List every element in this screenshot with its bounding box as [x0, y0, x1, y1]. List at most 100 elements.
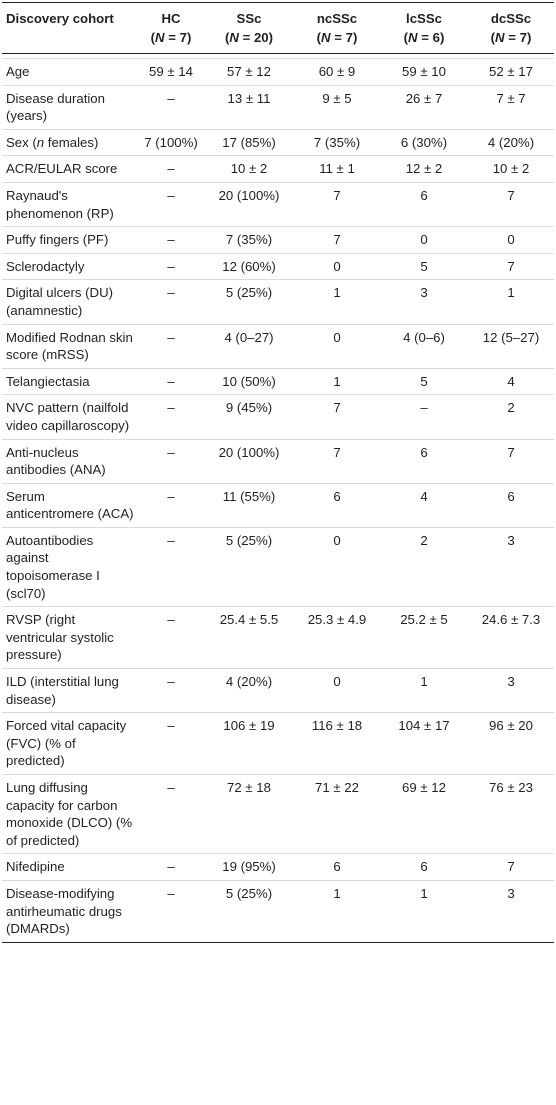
- cohort-table: Discovery cohort HC (N = 7) SSc (N = 20) n…: [2, 2, 554, 943]
- row-label: RVSP (right ventricular systolic pressur…: [2, 606, 138, 670]
- row-label: Modified Rodnan skin score (mRSS): [2, 324, 138, 369]
- table-cell: 20 (100%): [204, 182, 294, 228]
- table-cell: 25.4 ± 5.5: [204, 606, 294, 670]
- n-value: = 20): [238, 30, 274, 45]
- table-row: Modified Rodnan skin score (mRSS) –4 (0–2…: [2, 324, 554, 369]
- table-cell: –: [138, 155, 204, 183]
- table-row: NVC pattern (nailfold video capillarosco…: [2, 394, 554, 440]
- table-cell: 7: [468, 253, 554, 281]
- table-cell: 5: [380, 368, 468, 396]
- table-cell: 26 ± 7: [380, 85, 468, 130]
- table-row: ILD (interstitial lung disease) –4 (20%) 0…: [2, 668, 554, 714]
- table-row: Digital ulcers (DU) (anamnestic) –5 (25%)…: [2, 279, 554, 325]
- n-value: = 6): [417, 30, 445, 45]
- table-cell: 0: [380, 226, 468, 254]
- row-label: Nifedipine: [2, 853, 138, 881]
- table-cell: 10 ± 2: [468, 155, 554, 183]
- table-cell: 5: [380, 253, 468, 281]
- table-cell: 10 ± 2: [204, 155, 294, 183]
- table-row: RVSP (right ventricular systolic pressur…: [2, 606, 554, 670]
- table-cell: 52 ± 17: [468, 58, 554, 86]
- table-cell: 2: [380, 527, 468, 608]
- table-cell: 4: [380, 483, 468, 528]
- table-cell: 12 (60%): [204, 253, 294, 281]
- header-col-ssc: SSc (N = 20): [224, 11, 274, 45]
- table-cell: 3: [380, 279, 468, 325]
- spacer-row: [2, 53, 554, 59]
- header-col-dcssc: dcSSc (N = 7): [490, 11, 532, 45]
- table-cell: 3: [468, 668, 554, 714]
- n-symbol: N: [155, 30, 165, 45]
- table-cell: 13 ± 11: [204, 85, 294, 130]
- table-cell: 7: [294, 226, 380, 254]
- table-cell: 7: [468, 853, 554, 881]
- table-cell: 25.3 ± 4.9: [294, 606, 380, 670]
- table-cell: 6: [380, 853, 468, 881]
- table-cell: 6 (30%): [380, 129, 468, 157]
- row-label: Forced vital capacity (FVC) (% of predic…: [2, 712, 138, 775]
- table-cell: 6: [294, 853, 380, 881]
- table-row: Sclerodactyly –12 (60%) 0 5 7: [2, 253, 554, 281]
- table-cell: –: [138, 368, 204, 396]
- table-cell: 12 (5–27): [468, 324, 554, 369]
- row-label-part: Sex (: [6, 134, 37, 150]
- header-col-hc: HC (N = 7): [150, 11, 192, 45]
- table-cell: 6: [380, 439, 468, 484]
- row-label: Telangiectasia: [2, 368, 138, 396]
- table-cell: 59 ± 14: [138, 58, 204, 86]
- table-cell: 19 (95%): [204, 853, 294, 881]
- table-cell: 12 ± 2: [380, 155, 468, 183]
- table-cell: –: [138, 85, 204, 130]
- header-title: Discovery cohort: [6, 11, 114, 26]
- table-cell: 72 ± 18: [204, 774, 294, 855]
- header-col-ncssc: ncSSc (N = 7): [316, 11, 358, 45]
- table-cell: 76 ± 23: [468, 774, 554, 855]
- table-row: Serum anticentromere (ACA) –11 (55%) 6 4 6: [2, 483, 554, 528]
- table-cell: –: [138, 712, 204, 775]
- table-cell: 0: [294, 253, 380, 281]
- row-label: Digital ulcers (DU) (anamnestic): [2, 279, 138, 325]
- table-cell: 9 ± 5: [294, 85, 380, 130]
- spacer-cell: [2, 53, 554, 59]
- table-cell: –: [138, 774, 204, 855]
- table-cell: 4 (0–27): [204, 324, 294, 369]
- table-cell: 4: [468, 368, 554, 396]
- table-cell: 7 (100%): [138, 129, 204, 157]
- table-cell: 25.2 ± 5: [380, 606, 468, 670]
- table-cell: 7: [294, 182, 380, 228]
- table-cell: 4 (20%): [468, 129, 554, 157]
- table-row: Telangiectasia –10 (50%) 1 5 4: [2, 368, 554, 396]
- col-name: SSc: [236, 11, 262, 26]
- table-cell: 59 ± 10: [380, 58, 468, 86]
- col-name: dcSSc: [490, 11, 532, 26]
- table-cell: –: [380, 394, 468, 440]
- table-row: Forced vital capacity (FVC) (% of predic…: [2, 712, 554, 775]
- table-cell: 7: [468, 182, 554, 228]
- col-name: lcSSc: [406, 11, 442, 26]
- table-cell: 1: [294, 880, 380, 943]
- col-name: ncSSc: [316, 11, 358, 26]
- row-label: ILD (interstitial lung disease): [2, 668, 138, 714]
- table-cell: 4 (0–6): [380, 324, 468, 369]
- row-label-part: females): [44, 134, 99, 150]
- table-cell: 116 ± 18: [294, 712, 380, 775]
- table-row: ACR/EULAR score –10 ± 2 11 ± 1 12 ± 2 10 ± 2: [2, 155, 554, 183]
- table-cell: 104 ± 17: [380, 712, 468, 775]
- table-cell: 7: [294, 394, 380, 440]
- col-name: HC: [161, 11, 181, 26]
- row-label: NVC pattern (nailfold video capillarosco…: [2, 394, 138, 440]
- table-cell: –: [138, 853, 204, 881]
- table-cell: 60 ± 9: [294, 58, 380, 86]
- table-cell: 6: [294, 483, 380, 528]
- table-cell: 0: [294, 324, 380, 369]
- table-cell: 69 ± 12: [380, 774, 468, 855]
- table-row: Sex (n females) 7 (100%) 17 (85%) 7 (35%) 6 …: [2, 129, 554, 157]
- table-cell: 7: [294, 439, 380, 484]
- table-cell: –: [138, 483, 204, 528]
- table-cell: 1: [294, 368, 380, 396]
- table-cell: 2: [468, 394, 554, 440]
- table-cell: 7 (35%): [294, 129, 380, 157]
- row-label: Age: [2, 58, 138, 86]
- table-cell: 7 (35%): [204, 226, 294, 254]
- table-cell: –: [138, 182, 204, 228]
